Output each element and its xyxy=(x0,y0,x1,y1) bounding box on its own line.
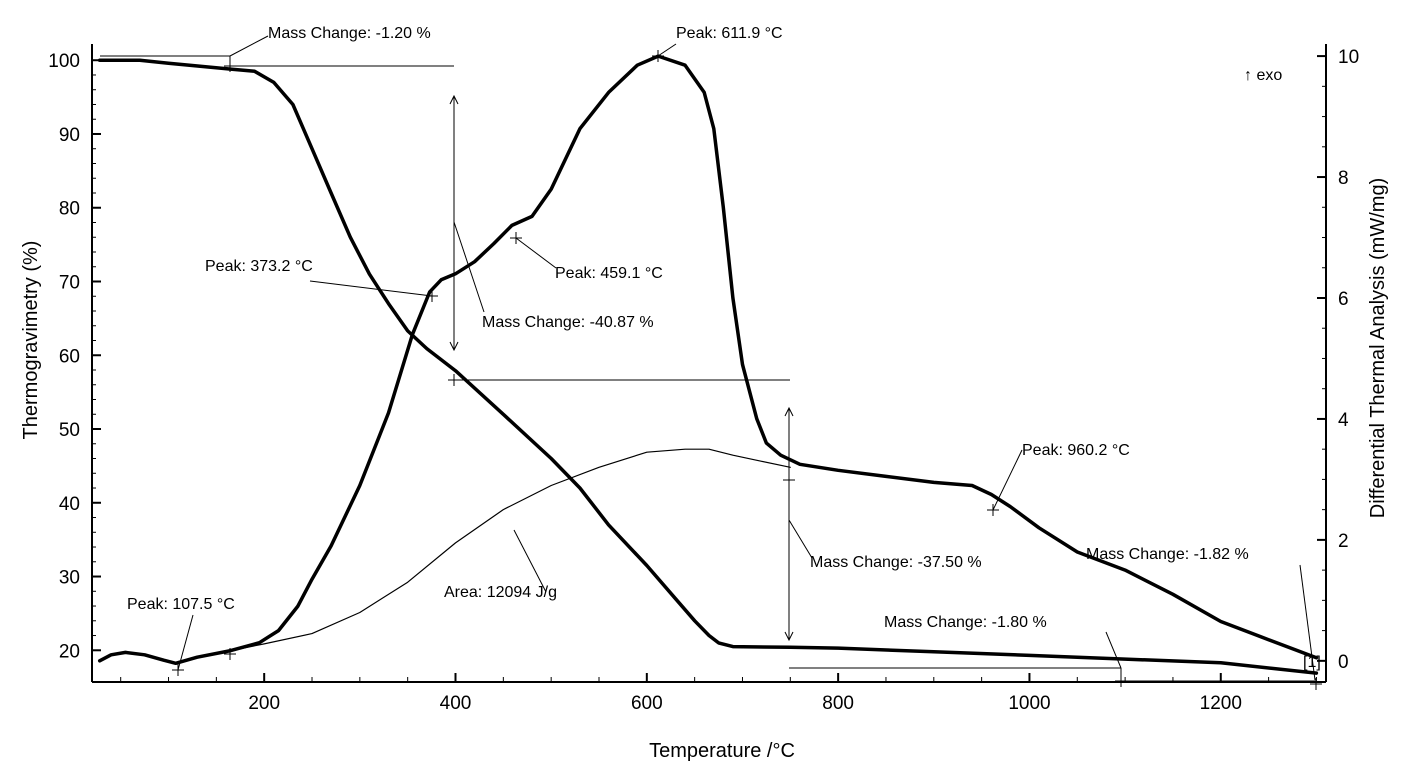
leader-mass-5 xyxy=(1105,631,1122,669)
y-left-tick-label: 90 xyxy=(59,125,80,146)
leader-peak-960 xyxy=(992,449,1023,511)
x-tick-label: 400 xyxy=(440,693,472,714)
x-tick-label: 600 xyxy=(631,693,663,714)
arrow-mass-3-head-bottom xyxy=(784,631,794,642)
annot-peak-611: Peak: 611.9 °C xyxy=(676,25,783,42)
leader-peak-107 xyxy=(177,614,194,671)
y-right-tick-label: 0 xyxy=(1338,652,1349,673)
annotation-lines xyxy=(100,35,1322,690)
series-line-tg xyxy=(97,58,1319,675)
leader-mass-1 xyxy=(229,35,269,57)
series-line-dta xyxy=(97,54,1319,666)
y-left-tick-label: 60 xyxy=(59,346,80,367)
y-left-tick-label: 70 xyxy=(59,272,80,293)
leader-peak-459 xyxy=(515,237,557,269)
ticks: 200 400 600 800 1000 120020304050607080901000… xyxy=(48,47,1359,714)
x-tick-label: 800 xyxy=(822,693,854,714)
leader-mass-3 xyxy=(788,519,813,559)
y-right-tick-label: 10 xyxy=(1338,47,1359,68)
x-axis-title: Temperature /°C xyxy=(649,740,795,762)
annot-peak-107: Peak: 107.5 °C xyxy=(127,596,235,613)
y-left-tick-label: 100 xyxy=(48,51,80,72)
y-left-tick-label: 20 xyxy=(59,641,80,662)
series-line-dta-baseline xyxy=(230,448,791,652)
arrow-mass-2-head-bottom xyxy=(449,341,459,352)
leader-mass-2 xyxy=(453,221,485,313)
annot-mass-change-1: Mass Change: -1.20 % xyxy=(268,25,431,42)
leader-peak-373 xyxy=(309,280,433,297)
leader-peak-611 xyxy=(657,43,677,57)
arrow-mass-3-head-top xyxy=(784,406,794,417)
y-right-tick-label: 4 xyxy=(1338,410,1349,431)
leader-area xyxy=(513,529,547,593)
series xyxy=(97,54,1319,675)
y-left-tick-label: 30 xyxy=(59,568,80,589)
right-y-axis-title: Differential Thermal Analysis (mW/mg) xyxy=(1367,178,1389,518)
annot-peak-373: Peak: 373.2 °C xyxy=(205,258,313,275)
leader-mass-4 xyxy=(1299,564,1316,681)
y-left-tick-label: 40 xyxy=(59,494,80,515)
left-y-axis-title: Thermogravimetry (%) xyxy=(20,241,42,440)
annot-area: Area: 12094 J/g xyxy=(444,584,557,601)
annot-peak-960: Peak: 960.2 °C xyxy=(1022,442,1130,459)
y-left-tick-label: 80 xyxy=(59,199,80,220)
curve-label: [1] xyxy=(1303,654,1321,671)
x-tick-label: 1200 xyxy=(1200,693,1242,714)
annot-mass-change-2: Mass Change: -40.87 % xyxy=(482,314,654,331)
y-left-tick-label: 50 xyxy=(59,420,80,441)
annot-mass-change-4: Mass Change: -1.82 % xyxy=(1086,546,1249,563)
annot-mass-change-3: Mass Change: -37.50 % xyxy=(810,554,982,571)
y-right-tick-label: 2 xyxy=(1338,531,1349,552)
axes xyxy=(91,44,1327,683)
y-right-tick-label: 6 xyxy=(1338,289,1349,310)
annot-mass-change-5: Mass Change: -1.80 % xyxy=(884,614,1047,631)
arrow-mass-2-head-top xyxy=(449,94,459,105)
exo-label: ↑ exo xyxy=(1244,67,1282,84)
annot-peak-459: Peak: 459.1 °C xyxy=(555,265,663,282)
x-tick-label: 1000 xyxy=(1008,693,1050,714)
y-right-tick-label: 8 xyxy=(1338,168,1349,189)
x-tick-label: 200 xyxy=(248,693,280,714)
